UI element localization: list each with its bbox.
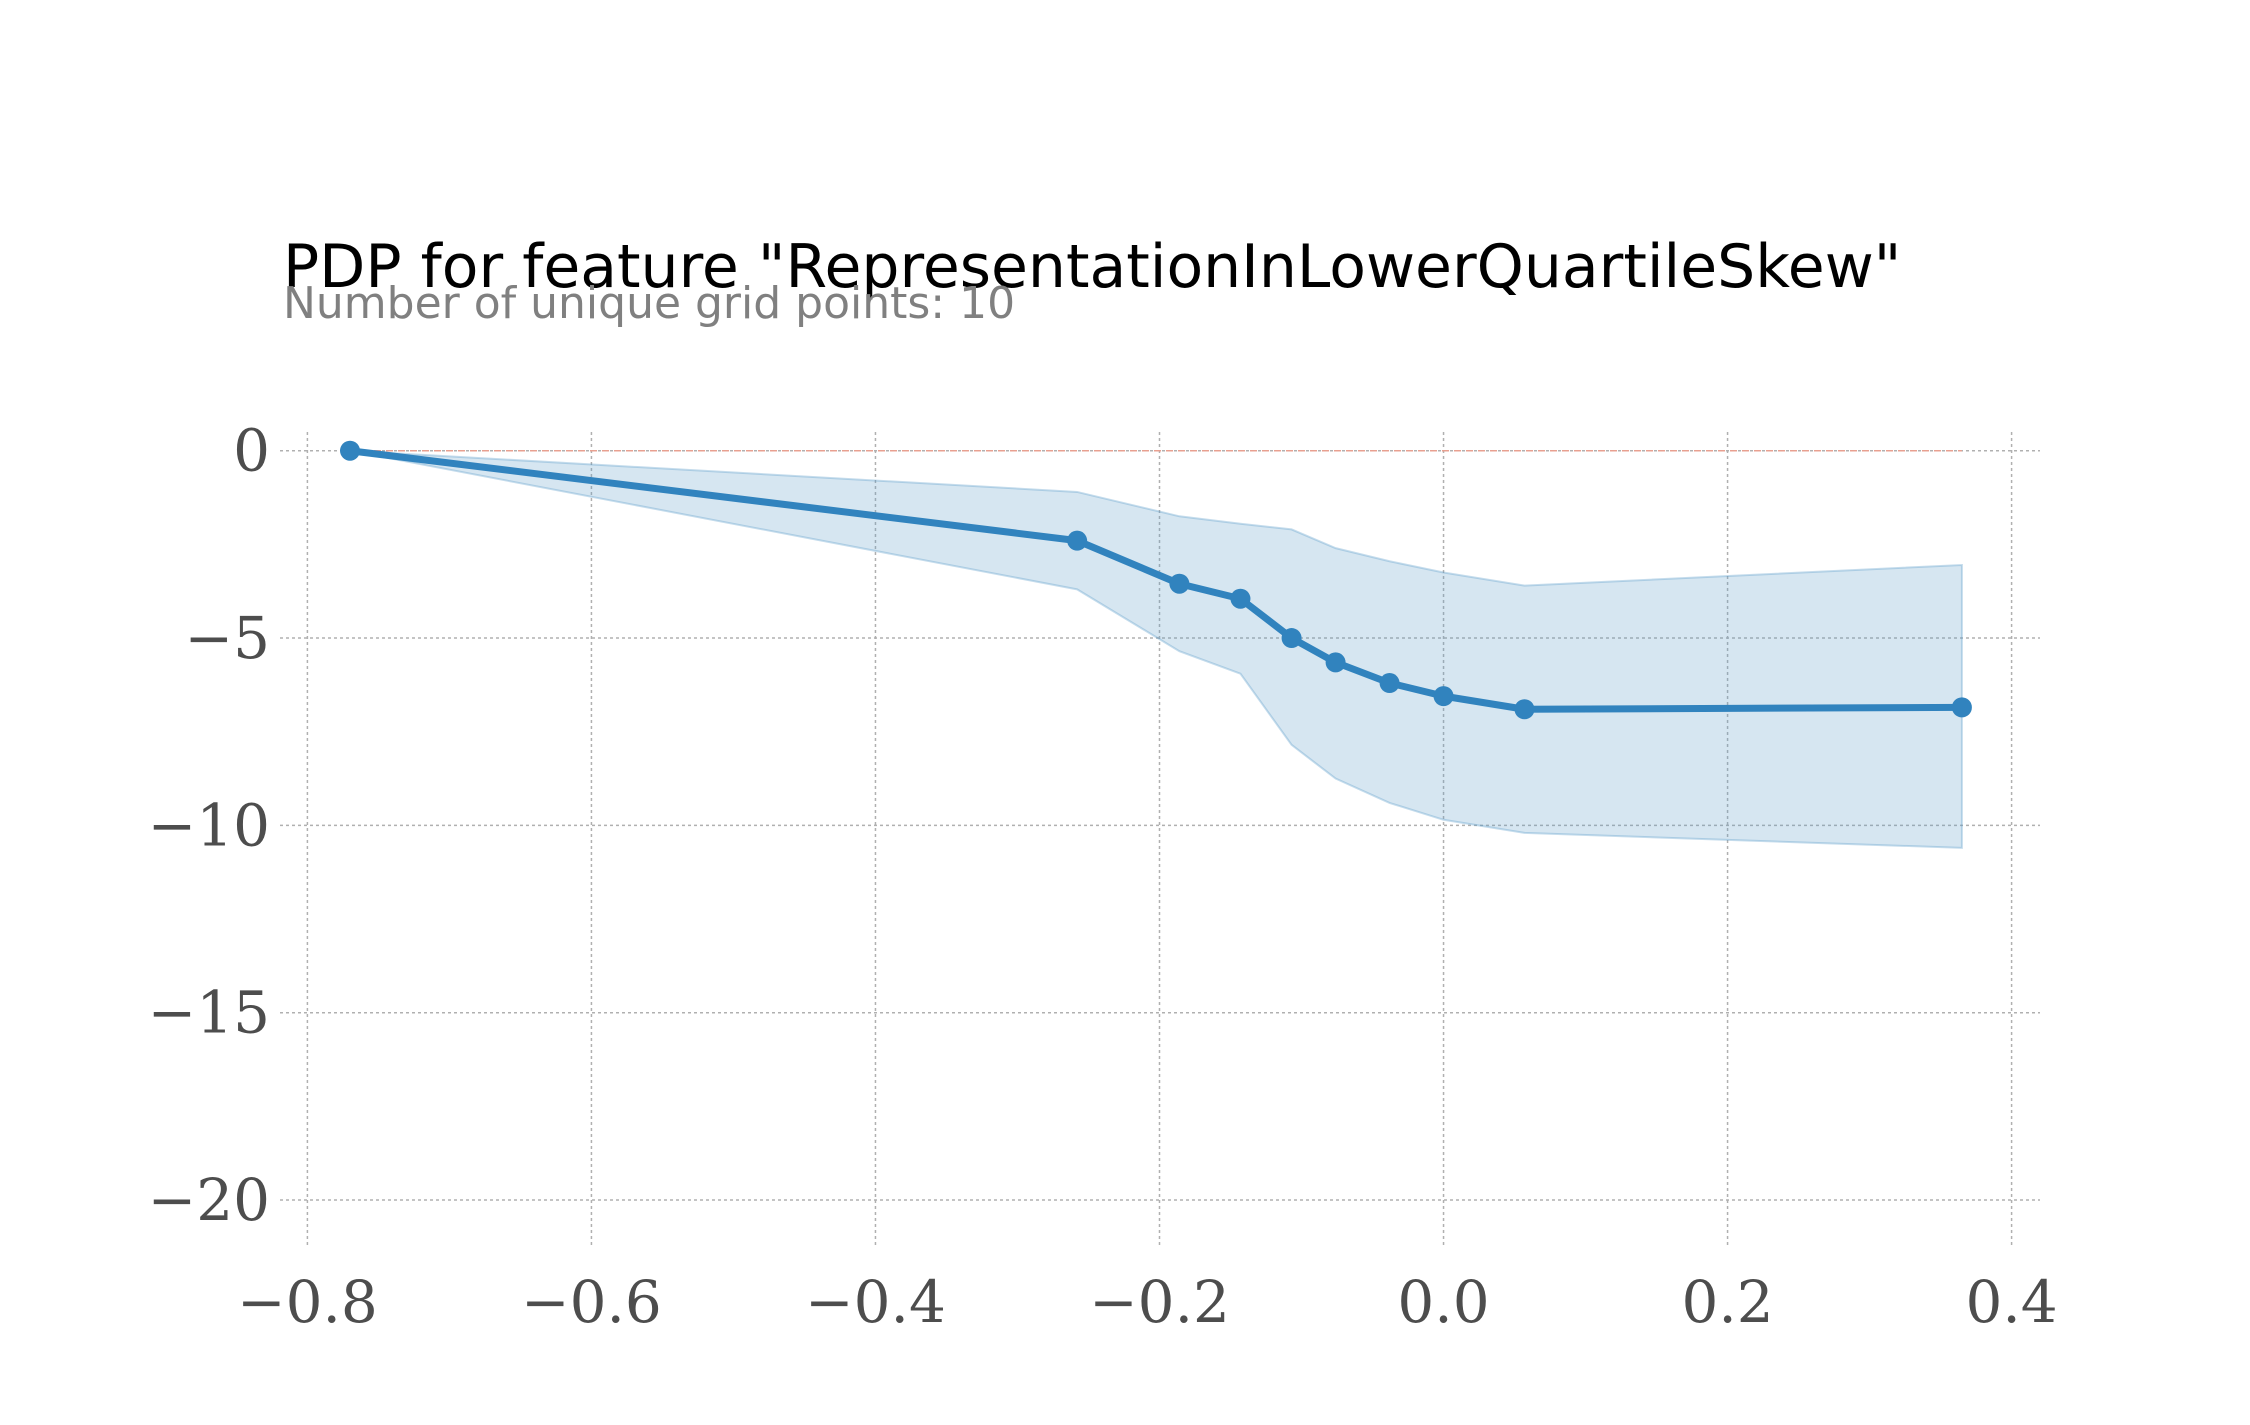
y-axis-ticks: 0 −5 −10 −15 −20 (148, 417, 270, 1234)
x-tick-label: −0.2 (1089, 1268, 1230, 1336)
x-tick-label: −0.8 (237, 1268, 378, 1336)
y-tick-label: 0 (233, 417, 270, 485)
x-tick-label: 0.0 (1397, 1268, 1489, 1336)
data-point (340, 440, 361, 461)
y-tick-label: −15 (148, 979, 270, 1047)
x-tick-label: 0.4 (1965, 1268, 2057, 1336)
data-point (1379, 673, 1400, 694)
data-points (340, 440, 1972, 720)
data-point (1951, 697, 1972, 718)
pdp-line (349, 447, 1962, 713)
data-point (1433, 686, 1454, 707)
chart-title: PDP for feature "RepresentationInLowerQu… (283, 232, 1901, 302)
x-axis-ticks: −0.8 −0.6 −0.4 −0.2 0.0 0.2 0.4 (237, 1268, 2058, 1336)
y-tick-label: −5 (185, 604, 271, 672)
data-point (1169, 573, 1190, 594)
data-point (1230, 588, 1251, 609)
x-tick-label: −0.6 (521, 1268, 662, 1336)
data-point (1281, 628, 1302, 649)
x-tick-label: −0.4 (805, 1268, 946, 1336)
chart-subtitle: Number of unique grid points: 10 (283, 278, 1015, 329)
data-point (1325, 652, 1346, 673)
data-point (1514, 699, 1535, 720)
x-tick-label: 0.2 (1681, 1268, 1773, 1336)
pdp-series-line (349, 447, 1962, 713)
y-tick-label: −10 (148, 791, 270, 859)
y-tick-label: −20 (148, 1166, 270, 1234)
data-point (1067, 530, 1088, 551)
